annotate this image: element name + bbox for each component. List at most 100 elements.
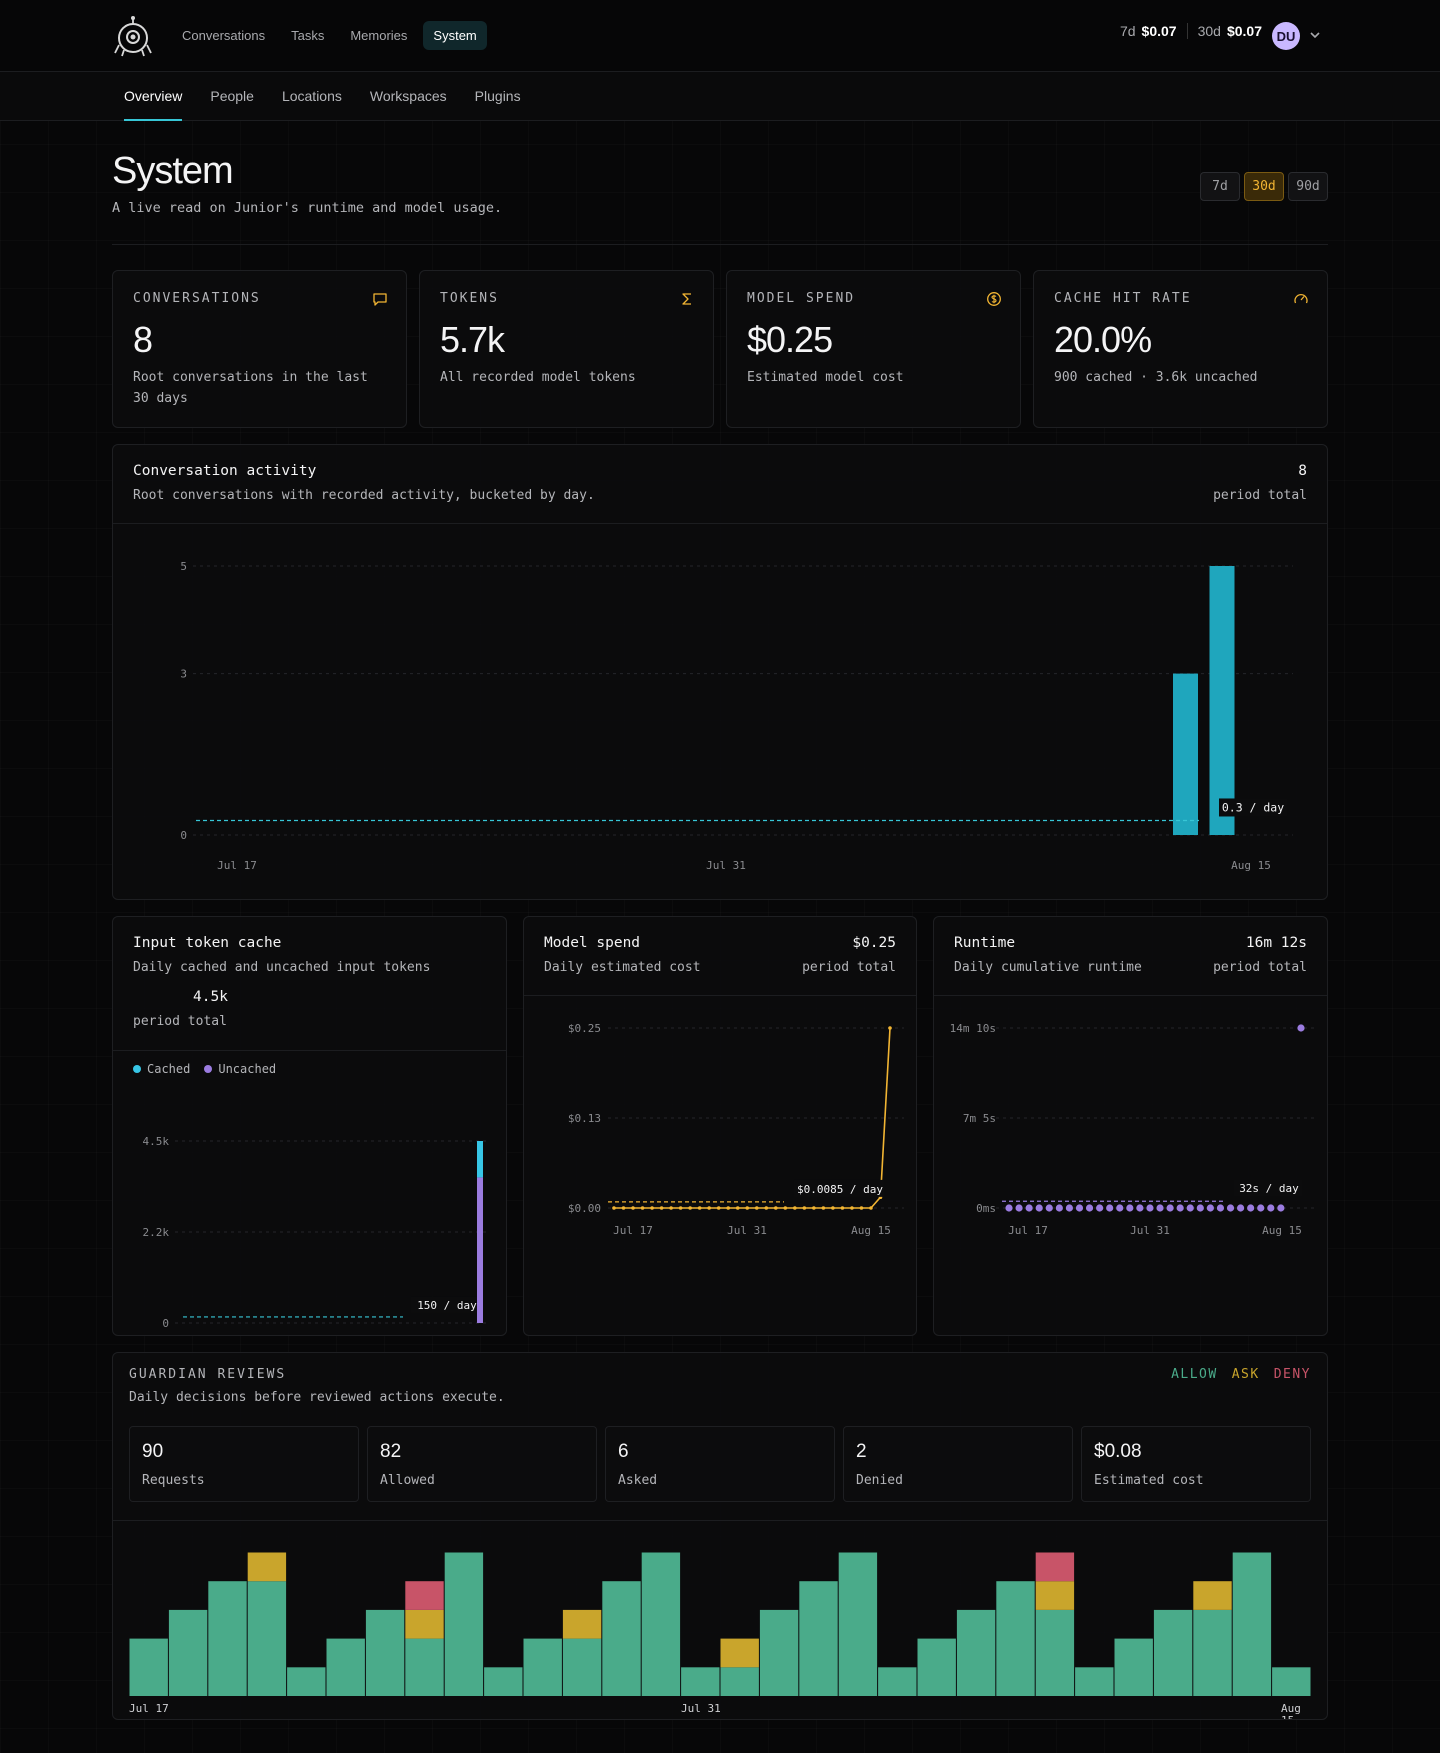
spend-point (688, 1206, 692, 1210)
spend-7d-value: $0.07 (1141, 23, 1177, 39)
x-tick-label: Aug 15 (851, 1224, 891, 1237)
y-tick-label: $0.25 (568, 1022, 601, 1035)
header-divider (112, 244, 1328, 245)
spend-point (726, 1206, 731, 1210)
stat-label: CONVERSATIONS (133, 291, 261, 306)
x-tick-label: Aug (1281, 1702, 1301, 1715)
spend-point (631, 1206, 635, 1210)
tab-workspaces[interactable]: Workspaces (369, 88, 447, 104)
allow-segment (956, 1609, 996, 1696)
cache-legend: Cached Uncached (133, 1062, 276, 1076)
x-tick-label: Jul 31 (706, 859, 746, 872)
average-label-bg (411, 1296, 477, 1313)
allow-segment (287, 1667, 326, 1696)
allow-segment (168, 1609, 208, 1696)
stat-label: MODEL SPEND (747, 291, 856, 306)
x-tick-label: Jul 31 (681, 1702, 721, 1715)
y-tick-label: $0.00 (568, 1202, 601, 1215)
page-title: System (112, 150, 234, 192)
cache-card: Input token cache Daily cached and uncac… (112, 916, 507, 1336)
average-label: 150 / day (417, 1299, 477, 1312)
nav-memories[interactable]: Memories (350, 28, 408, 43)
junior-logo-icon[interactable] (112, 15, 154, 57)
sub-nav: Overview People Locations Workspaces Plu… (0, 72, 1440, 121)
runtime-total: 16m 12s (1245, 935, 1307, 951)
tab-plugins[interactable]: Plugins (474, 88, 521, 104)
nav-conversations[interactable]: Conversations (182, 28, 266, 43)
runtime-point (1176, 1204, 1184, 1212)
tab-overview[interactable]: Overview (112, 72, 194, 121)
y-tick-label: 7m 5s (963, 1112, 996, 1125)
spend-point (773, 1206, 778, 1210)
range-30d-button[interactable]: 30d (1244, 172, 1284, 201)
y-tick-label: 0ms (976, 1202, 996, 1215)
gauge-icon (1294, 293, 1308, 304)
runtime-title: Runtime (954, 935, 1016, 951)
legend-ask: ASK (1231, 1367, 1260, 1382)
stat-value: 6 (618, 1441, 629, 1462)
spend-subtitle: Daily estimated cost (544, 960, 701, 975)
guardian-stat-asked: 6 Asked (605, 1426, 835, 1502)
chevron-down-icon[interactable] (1308, 28, 1322, 42)
tab-people[interactable]: People (210, 88, 254, 104)
stat-value: 5.7k (440, 319, 505, 360)
spend-point (659, 1206, 664, 1210)
runtime-point (1065, 1204, 1074, 1212)
spend-30d-value: $0.07 (1226, 23, 1262, 39)
x-tick-label: Aug 15 (1231, 859, 1271, 872)
sigma-icon (682, 293, 691, 305)
stat-card-cache-hit-rate: CACHE HIT RATE 20.0% 900 cached · 3.6k u… (1033, 270, 1328, 428)
spend-point (869, 1206, 873, 1210)
card-divider (113, 1050, 506, 1051)
nav-system[interactable]: System (423, 21, 487, 50)
x-tick-label: Jul 17 (1008, 1224, 1048, 1237)
guardian-stat-denied: 2 Denied (843, 1426, 1073, 1502)
allow-segment (1272, 1667, 1311, 1696)
user-avatar[interactable]: DU (1272, 22, 1300, 50)
runtime-point (1085, 1204, 1094, 1212)
runtime-point (1055, 1204, 1063, 1212)
runtime-point (1136, 1204, 1144, 1212)
spend-7d-label: 7d (1119, 23, 1136, 39)
nav-tasks[interactable]: Tasks (291, 28, 325, 43)
tab-locations[interactable]: Locations (281, 88, 342, 104)
guardian-legend: ALLOW ASK DENY (1171, 1367, 1311, 1382)
spend-point (650, 1206, 654, 1210)
activity-title: Conversation activity (133, 463, 317, 479)
cache-subtitle: Daily cached and uncached input tokens (133, 960, 431, 975)
runtime-point (1247, 1204, 1255, 1212)
card-divider (524, 995, 916, 996)
spend-total: $0.25 (852, 935, 896, 951)
range-7d-button[interactable]: 7d (1200, 172, 1240, 201)
ask-segment (247, 1552, 287, 1582)
deny-segment (405, 1581, 444, 1610)
spend-point (754, 1206, 759, 1210)
allow-segment (523, 1638, 562, 1696)
stat-card-model-spend: MODEL SPEND $0.25 Estimated model cost (726, 270, 1021, 428)
allow-segment (562, 1638, 602, 1696)
stat-description: 900 cached · 3.6k uncached (1054, 370, 1258, 385)
legend-uncached-label: Uncached (218, 1062, 277, 1076)
spend-point (840, 1206, 845, 1210)
average-label: 32s / day (1239, 1182, 1299, 1195)
allow-segment (878, 1667, 917, 1696)
ask-segment (1035, 1581, 1075, 1610)
guardian-stat-requests: 90 Requests (129, 1426, 359, 1502)
runtime-point (1106, 1204, 1114, 1212)
stat-value: 90 (142, 1441, 164, 1462)
runtime-point (1186, 1204, 1194, 1212)
allow-segment (720, 1667, 759, 1696)
activity-bar (1173, 673, 1198, 835)
allow-segment (917, 1638, 956, 1696)
spend-total-label: period total (802, 960, 896, 975)
spend-card: Model spend Daily estimated cost $0.25 p… (523, 916, 917, 1336)
stat-card-conversations: CONVERSATIONS 8 Root conversations in th… (112, 270, 407, 428)
spend-chart: $0.00 $0.13 $0.25 $0.0085 / day Jul 17 Jul 31… (568, 1022, 904, 1237)
y-tick-label: $0.13 (568, 1112, 601, 1125)
range-90d-button[interactable]: 90d (1288, 172, 1328, 201)
activity-total-label: period total (1213, 488, 1307, 503)
legend-dot-uncached (204, 1065, 213, 1073)
range-selector: 7d 30d 90d (1200, 172, 1328, 201)
